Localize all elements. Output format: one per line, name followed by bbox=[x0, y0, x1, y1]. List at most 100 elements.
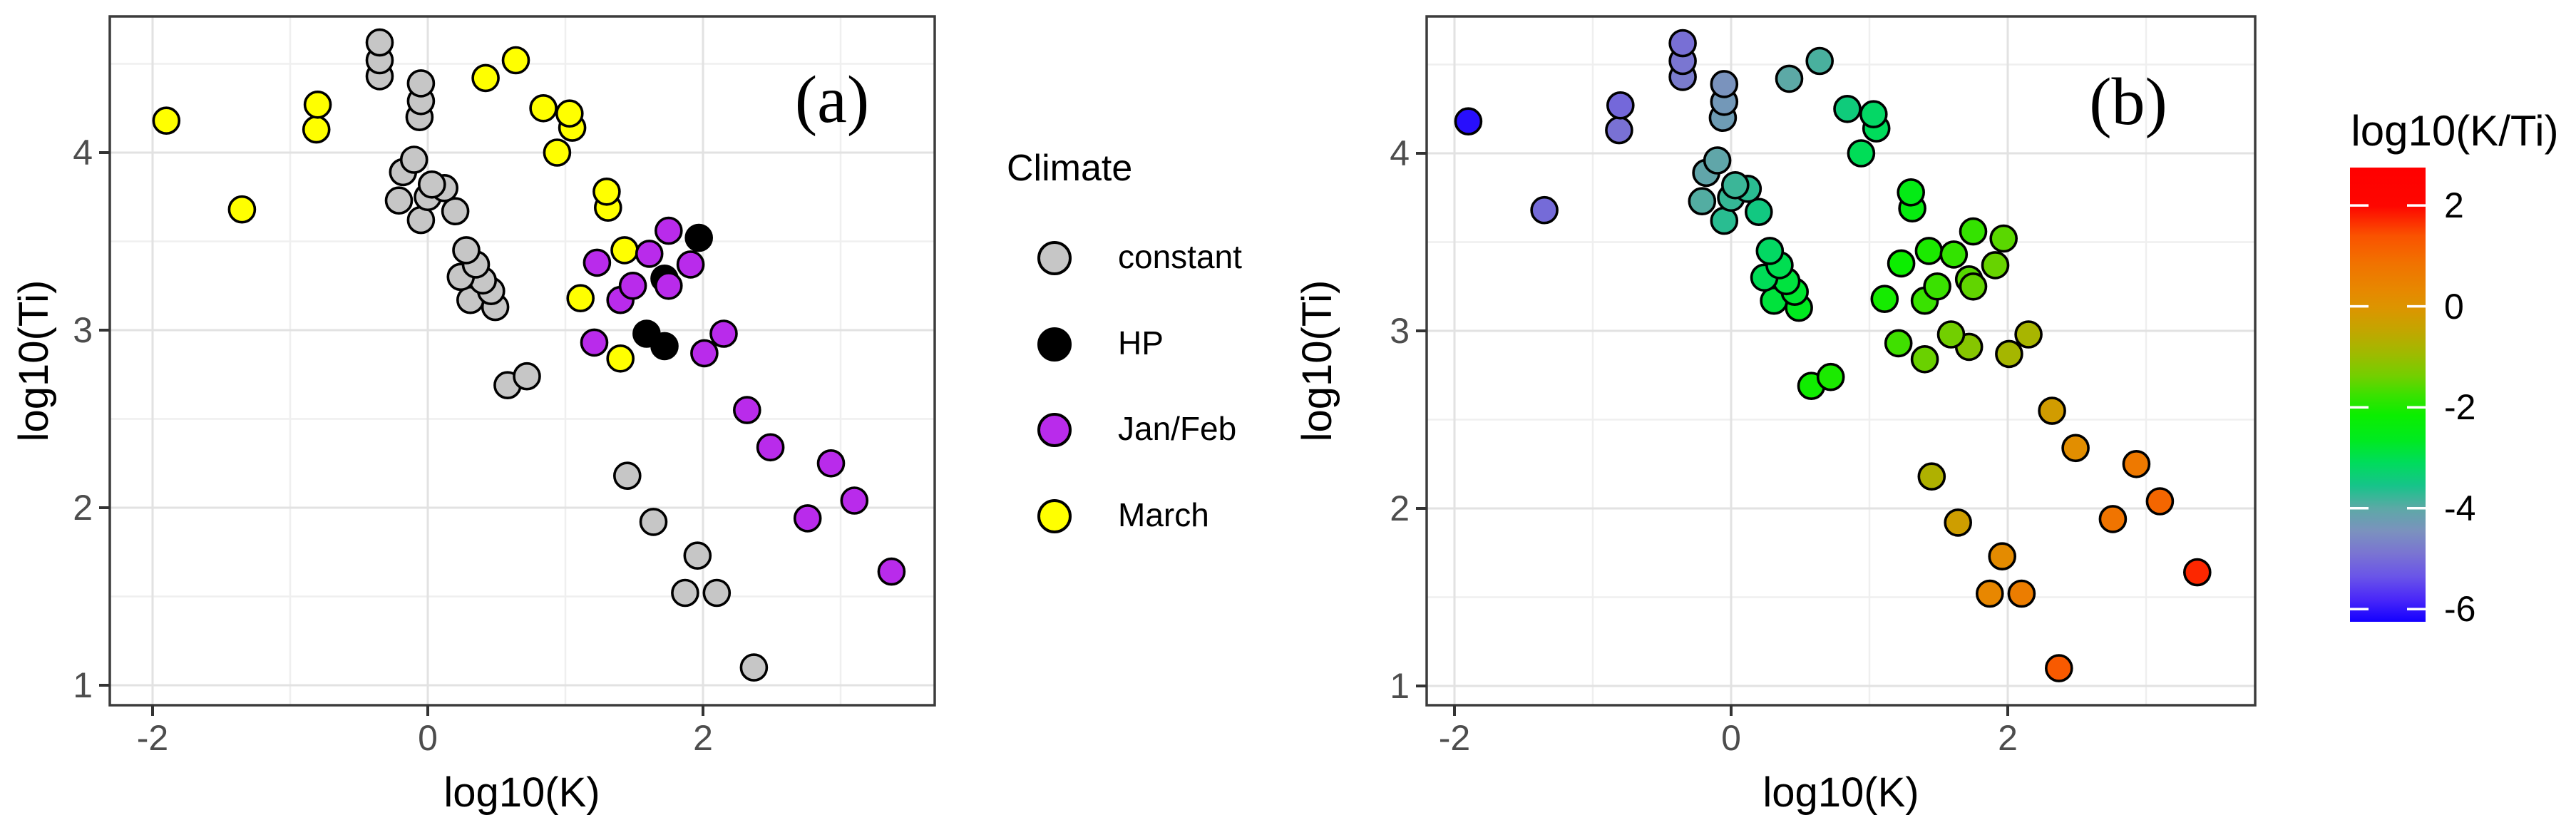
data-point bbox=[1775, 64, 1804, 93]
data-point bbox=[227, 195, 257, 224]
data-point bbox=[684, 223, 714, 252]
panel-b-y-axis-title: log10(Ti) bbox=[1294, 280, 1340, 442]
data-point bbox=[1989, 224, 2018, 253]
legend-label-hp: HP bbox=[1118, 324, 1164, 362]
data-point bbox=[1914, 237, 1944, 265]
data-point bbox=[2122, 449, 2151, 478]
data-point bbox=[2145, 487, 2175, 516]
data-point bbox=[671, 578, 699, 608]
data-point bbox=[452, 236, 481, 265]
y-tick-label: 4 bbox=[73, 133, 93, 173]
data-point bbox=[2061, 434, 2090, 463]
y-tick-label: 2 bbox=[1390, 488, 1410, 528]
y-tick-label: 3 bbox=[1390, 311, 1410, 351]
data-point bbox=[1606, 91, 1635, 120]
data-point bbox=[1959, 272, 1988, 301]
data-point bbox=[1988, 542, 2016, 571]
data-point bbox=[501, 46, 530, 75]
data-point bbox=[793, 504, 822, 533]
x-tick-label: 0 bbox=[418, 718, 438, 758]
colorbar-tick-label: -6 bbox=[2444, 589, 2476, 630]
colorbar-tick-label: 0 bbox=[2444, 286, 2464, 327]
panel-a-x-axis-title: log10(K) bbox=[443, 769, 600, 816]
y-tick-label: 1 bbox=[73, 665, 93, 705]
data-point bbox=[1454, 107, 1483, 135]
data-point bbox=[302, 115, 331, 144]
data-point bbox=[1897, 178, 1925, 207]
data-point bbox=[1870, 285, 1899, 314]
data-point bbox=[1976, 579, 2004, 608]
colorbar-title: log10(K/Ti) bbox=[2351, 107, 2559, 155]
x-tick-label: -2 bbox=[1438, 718, 1471, 758]
data-point bbox=[2014, 320, 2043, 349]
panel-border bbox=[108, 15, 936, 707]
data-point bbox=[840, 486, 869, 515]
data-point bbox=[365, 28, 394, 57]
data-point bbox=[406, 69, 436, 98]
data-point bbox=[2098, 505, 2128, 533]
y-tick-label: 3 bbox=[73, 310, 93, 350]
panel-a-y-axis-title: log10(Ti) bbox=[11, 280, 57, 442]
panel-b-x-axis-title: log10(K) bbox=[1762, 769, 1919, 816]
data-point bbox=[1816, 362, 1845, 391]
legend-swatch-march bbox=[1037, 499, 1072, 533]
y-tick-label: 2 bbox=[73, 488, 93, 528]
data-point bbox=[654, 216, 683, 245]
legend-label-janfeb: Jan/Feb bbox=[1118, 410, 1237, 447]
data-point bbox=[635, 240, 664, 268]
data-point bbox=[2007, 579, 2036, 608]
data-point bbox=[1917, 462, 1946, 491]
data-point bbox=[417, 170, 446, 199]
colorbar-gradient bbox=[2350, 168, 2426, 622]
data-point bbox=[739, 653, 769, 682]
data-point bbox=[676, 250, 705, 279]
data-point bbox=[1710, 70, 1739, 98]
data-point bbox=[1944, 508, 1972, 537]
data-point bbox=[1939, 240, 1969, 269]
legend-swatch-hp bbox=[1037, 327, 1072, 362]
data-point bbox=[592, 177, 621, 206]
data-point bbox=[1805, 46, 1834, 76]
data-point bbox=[1887, 249, 1916, 278]
data-point bbox=[543, 138, 572, 167]
data-point bbox=[683, 541, 712, 570]
x-tick-label: -2 bbox=[136, 718, 169, 758]
data-point bbox=[1833, 95, 1862, 123]
data-point bbox=[2183, 558, 2212, 587]
data-point bbox=[2045, 654, 2073, 682]
data-point bbox=[612, 461, 642, 491]
panel-background bbox=[1427, 16, 2255, 705]
data-point bbox=[606, 344, 635, 373]
data-point bbox=[654, 271, 683, 300]
data-point bbox=[1884, 329, 1913, 358]
legend-swatch-janfeb bbox=[1037, 413, 1072, 447]
data-point bbox=[690, 339, 719, 368]
data-point bbox=[1605, 116, 1633, 145]
data-point bbox=[555, 99, 584, 128]
panel-a-letter: (a) bbox=[794, 63, 870, 137]
data-point bbox=[384, 186, 414, 215]
data-point bbox=[513, 362, 541, 391]
panel-b bbox=[1416, 15, 2257, 716]
data-point bbox=[733, 396, 761, 424]
data-point bbox=[471, 63, 500, 93]
legend-label-march: March bbox=[1118, 496, 1209, 533]
data-point bbox=[529, 94, 558, 123]
data-point bbox=[441, 197, 470, 226]
data-point bbox=[877, 557, 906, 586]
data-point bbox=[1745, 198, 1773, 227]
colorbar-tick-label: -2 bbox=[2444, 387, 2476, 428]
data-point bbox=[1710, 206, 1739, 235]
data-point bbox=[1530, 195, 1559, 225]
data-point bbox=[1755, 237, 1785, 265]
legend-label-constant: constant bbox=[1118, 238, 1242, 275]
data-point bbox=[1995, 339, 2023, 369]
data-point bbox=[702, 578, 732, 608]
panel-b-letter: (b) bbox=[2089, 65, 2167, 139]
legend-title: Climate bbox=[1007, 148, 1133, 189]
data-point bbox=[1859, 100, 1888, 128]
data-point bbox=[1936, 320, 1966, 349]
data-point bbox=[1721, 170, 1750, 200]
data-point bbox=[1959, 217, 1988, 246]
data-point bbox=[2038, 396, 2066, 425]
